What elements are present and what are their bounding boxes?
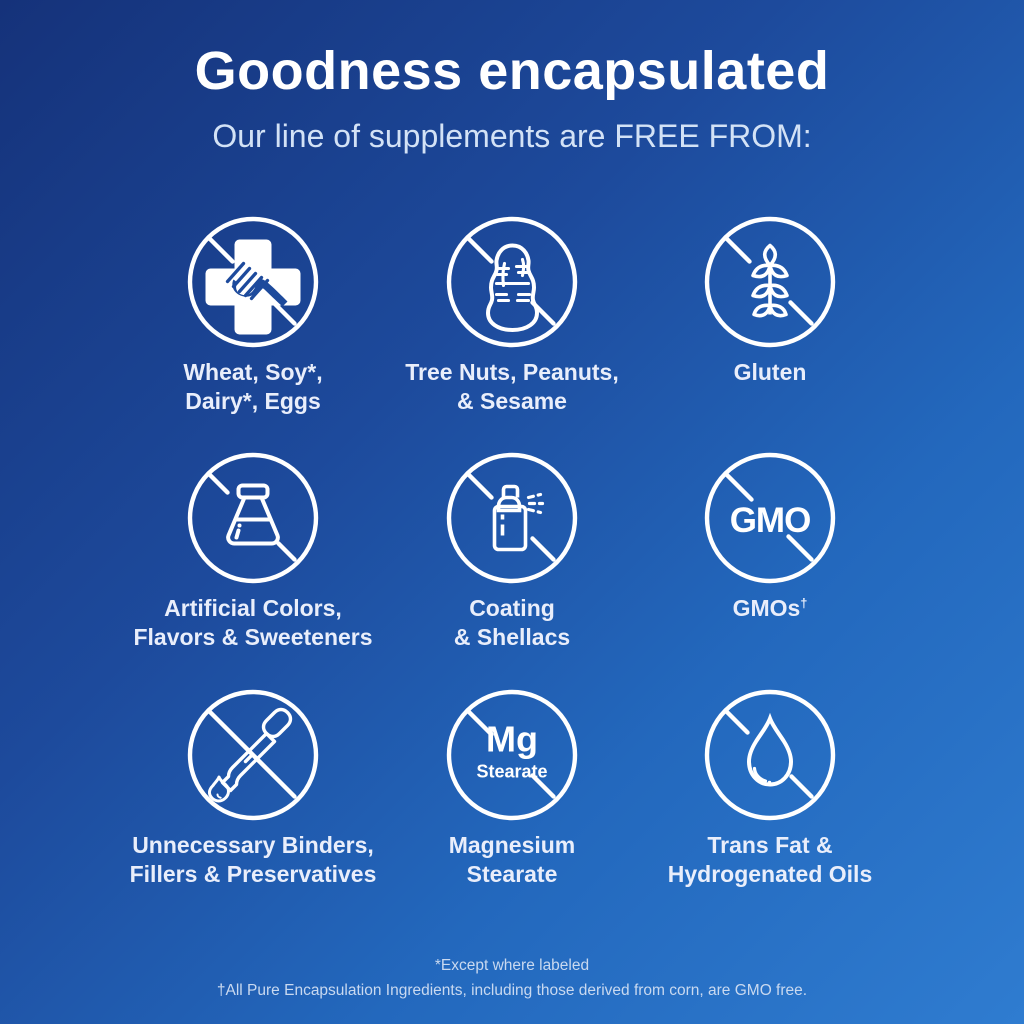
svg-text:GMO: GMO	[730, 501, 811, 540]
svg-text:Mg: Mg	[486, 719, 538, 760]
